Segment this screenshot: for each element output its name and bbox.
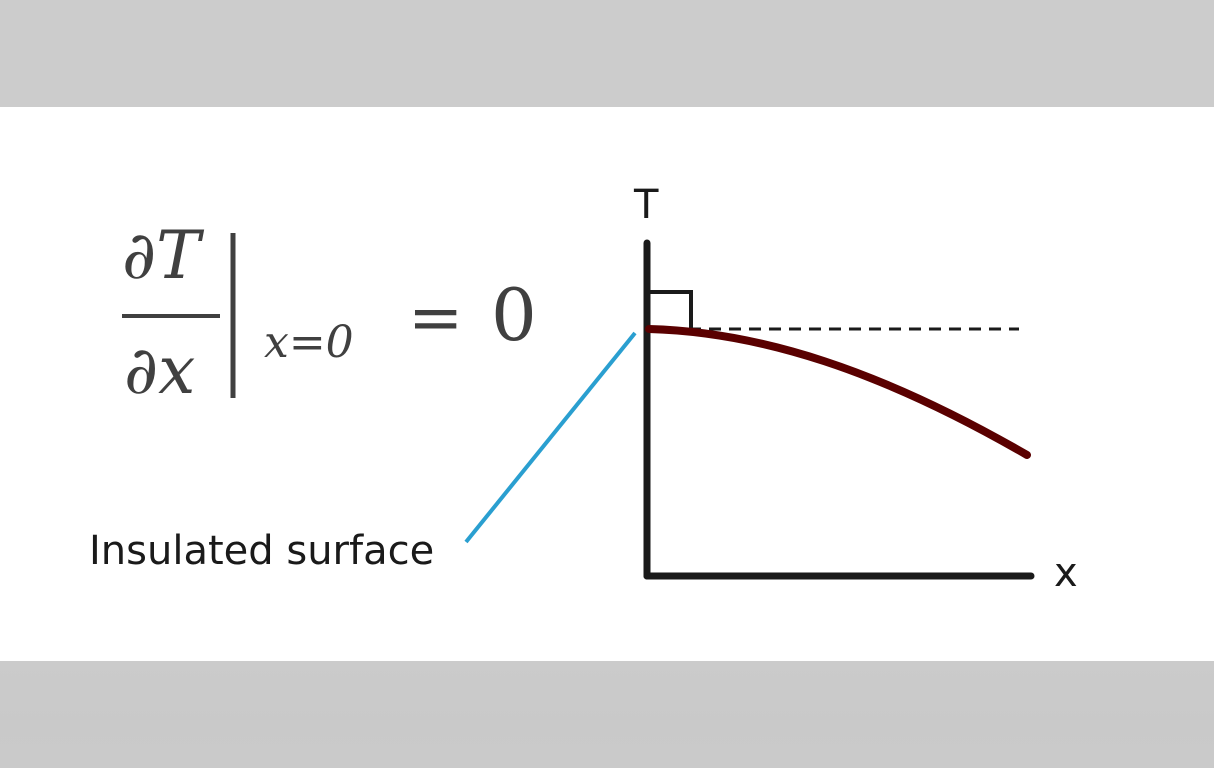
temperature-profile-curve — [645, 325, 1031, 459]
equation-denominator: ∂x — [124, 332, 195, 409]
insulated-surface-callout: Insulated surface — [89, 331, 637, 574]
boundary-condition-equation: ∂T ∂x x=0 = 0 — [122, 217, 537, 409]
equation-rhs: 0 — [491, 273, 537, 357]
top-gray-band — [0, 0, 1214, 107]
right-angle-marker — [649, 290, 693, 328]
x-axis-label: x — [1054, 550, 1078, 596]
temperature-graph: T x — [633, 182, 1078, 596]
diagram-panel — [0, 107, 1214, 661]
y-axis-label: T — [633, 182, 659, 228]
callout-label: Insulated surface — [89, 528, 434, 574]
equation-equals-sign: = — [408, 279, 463, 356]
callout-leader-line — [464, 331, 637, 544]
equation-numerator: ∂T — [122, 217, 205, 294]
bottom-gray-band — [0, 661, 1214, 768]
equation-subscript: x=0 — [264, 317, 354, 368]
